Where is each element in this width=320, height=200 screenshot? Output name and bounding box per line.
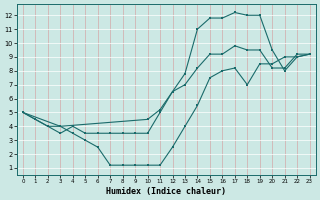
X-axis label: Humidex (Indice chaleur): Humidex (Indice chaleur) <box>106 187 226 196</box>
